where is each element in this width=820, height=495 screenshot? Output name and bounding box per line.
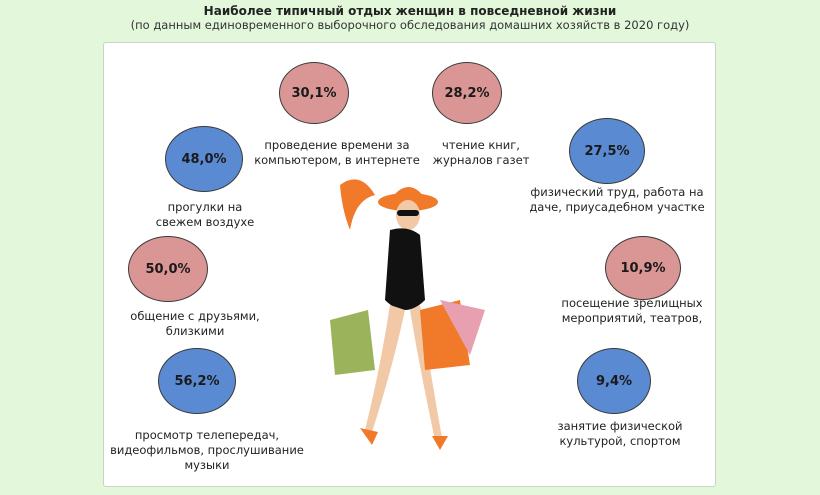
bubble-physical-work: 27,5% <box>569 118 645 184</box>
bubble-theatre: 10,9% <box>605 236 681 300</box>
chart-title: Наиболее типичный отдых женщин в повседн… <box>203 4 617 18</box>
label-friends: общение с друзьями, близкими <box>130 309 260 338</box>
bubble-walks: 48,0% <box>165 126 243 192</box>
bubble-computer: 30,1% <box>279 62 349 124</box>
chart-subtitle: (по данным единовременного выборочного о… <box>130 18 690 32</box>
label-theatre: посещение зрелищных мероприятий, театров, <box>561 296 703 325</box>
bubble-reading: 28,2% <box>432 62 502 124</box>
bubble-sport: 9,4% <box>577 348 651 414</box>
label-computer: проведение времени за компьютером, в инте… <box>254 138 420 167</box>
label-walks: прогулки на свежем воздухе <box>155 200 255 229</box>
label-tv: просмотр телепередач, видеофильмов, просл… <box>110 428 304 472</box>
label-sport: занятие физической культурой, спортом <box>557 419 683 448</box>
bubble-friends: 50,0% <box>128 236 208 302</box>
label-reading: чтение книг, журналов газет <box>432 138 530 167</box>
label-physical-work: физический труд, работа на даче, приусаде… <box>529 185 705 214</box>
woman-shopping-illustration <box>330 179 485 450</box>
bubble-tv: 56,2% <box>158 348 236 414</box>
